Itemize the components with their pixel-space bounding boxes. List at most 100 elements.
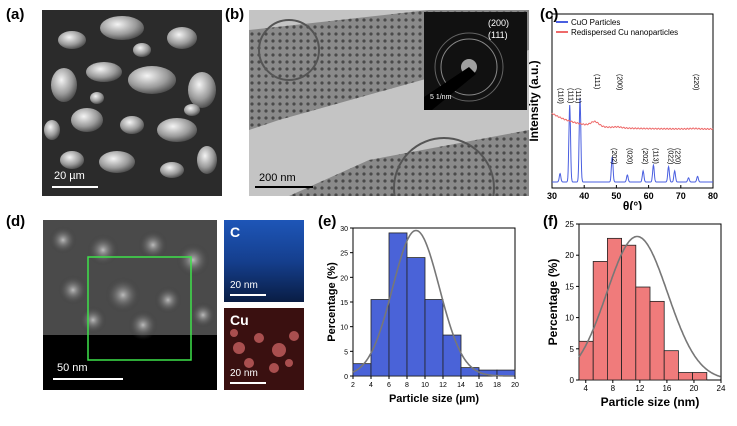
- peak-label-3: (202): [610, 148, 617, 164]
- peak-label-2: (111): [574, 88, 581, 103]
- y-axis-label: Percentage (%): [326, 262, 338, 342]
- sem-particles: [44, 16, 217, 178]
- peak-label-7: (022): [667, 148, 674, 164]
- y-tick-label-5: 5: [570, 345, 575, 354]
- eds-c-scale: 20 nm: [230, 280, 258, 291]
- eds-cu-scale: 20 nm: [230, 368, 258, 379]
- bar-3: [621, 244, 637, 381]
- bar-7: [677, 372, 693, 381]
- x-tick-label-4: 4: [584, 384, 589, 393]
- x-tick-label-12: 12: [635, 384, 644, 393]
- scale-bar-b: [255, 186, 313, 188]
- legend-label-0: CuO Particles: [571, 18, 620, 27]
- x-tick-label-18: 18: [493, 382, 501, 389]
- bar-8: [692, 372, 708, 381]
- haadf-image-panel-d: 50 nm: [43, 220, 217, 390]
- x-tick-label-2: 2: [351, 382, 355, 389]
- bar-1: [592, 261, 608, 381]
- panel-f-label: (f): [543, 213, 558, 230]
- x-tick-label-6: 6: [387, 382, 391, 389]
- y-axis-label: Intensity (a.u.): [527, 60, 541, 141]
- y-tick-label-25: 25: [340, 251, 348, 258]
- panel-d-label: (d): [6, 213, 26, 230]
- plot-frame: [551, 13, 714, 189]
- x-axis-label: θ(°): [623, 199, 642, 210]
- panel-b-label: (b): [225, 6, 245, 23]
- y-tick-label-15: 15: [565, 282, 574, 291]
- eds-cu-scale-bar: [230, 382, 266, 384]
- x-tick-label-8: 8: [405, 382, 409, 389]
- histogram-e: 2 4 6 8 10 12 14 16 18 20 0 5 10 15 20 25 30 Particle siz…: [326, 226, 519, 405]
- peak-label-10: (200): [616, 74, 623, 90]
- x-tick-label-80: 80: [708, 191, 718, 201]
- bar-3: [406, 257, 426, 377]
- x-tick-label-14: 14: [457, 382, 465, 389]
- y-tick-label-0: 0: [344, 374, 348, 381]
- peak-label-8: (220): [674, 148, 681, 164]
- peak-label-6: (113): [651, 148, 658, 164]
- peak-label-11: (220): [692, 74, 699, 90]
- x-tick-label-30: 30: [547, 191, 557, 201]
- fit-curve: [352, 229, 515, 377]
- y-tick-label-30: 30: [340, 226, 348, 233]
- panel-e-label: (e): [318, 213, 337, 230]
- x-tick-label-4: 4: [369, 382, 373, 389]
- bar-2: [388, 232, 408, 377]
- eds-c-scale-bar: [230, 294, 266, 296]
- x-tick-label-10: 10: [421, 382, 429, 389]
- bar-6: [663, 350, 679, 381]
- fit-curve: [578, 235, 721, 378]
- legend-label-1: Redispersed Cu nanoparticles: [571, 28, 678, 37]
- scale-text-b: 200 nm: [259, 172, 296, 184]
- y-tick-label-10: 10: [565, 314, 574, 323]
- scale-bar-a: [52, 186, 98, 188]
- saed-inset: (200) (111) 5 1/nm: [424, 12, 527, 110]
- x-tick-label-60: 60: [644, 191, 654, 201]
- x-tick-label-50: 50: [611, 191, 621, 201]
- series-line-0: [552, 97, 713, 183]
- peak-label-5: (202): [641, 148, 648, 164]
- eds-cu-texture: [230, 329, 299, 373]
- scale-bar-d: [53, 378, 123, 380]
- series-line-1: [551, 112, 714, 131]
- peak-label-1: (111): [567, 88, 574, 103]
- bar-0: [578, 340, 594, 381]
- panel-c-label: (c): [540, 6, 559, 23]
- y-tick-label-5: 5: [344, 349, 348, 356]
- peak-label-4: (020): [625, 148, 632, 164]
- eds-cu-label: Cu: [230, 312, 249, 328]
- y-tick-label-20: 20: [565, 251, 574, 260]
- x-tick-label-20: 20: [511, 382, 519, 389]
- y-tick-label-15: 15: [340, 300, 348, 307]
- inset-ring-label-111: (111): [488, 30, 508, 40]
- panel-a-label: (a): [6, 6, 25, 23]
- x-tick-label-12: 12: [439, 382, 447, 389]
- y-tick-label-10: 10: [340, 325, 348, 332]
- x-axis-label: Particle size (nm): [601, 395, 700, 409]
- x-tick-label-16: 16: [475, 382, 483, 389]
- x-tick-label-8: 8: [611, 384, 616, 393]
- eds-c-label: C: [230, 224, 241, 240]
- inset-scale-text: 5 1/nm: [430, 94, 452, 101]
- x-tick-label-24: 24: [717, 384, 726, 393]
- sem-image-panel-a: 20 µm: [42, 10, 222, 196]
- inset-ring-label-200: (200): [488, 18, 510, 28]
- scale-text-a: 20 µm: [54, 170, 85, 182]
- bar-6: [460, 367, 480, 377]
- scale-text-d: 50 nm: [57, 362, 88, 374]
- y-tick-label-0: 0: [570, 376, 575, 385]
- y-tick-label-20: 20: [340, 275, 348, 282]
- bar-4: [424, 299, 444, 377]
- eds-map-cu: Cu 20 nm: [224, 308, 304, 390]
- x-tick-label-40: 40: [579, 191, 589, 201]
- saed-rings: [424, 32, 504, 110]
- y-axis-label: Percentage (%): [546, 259, 560, 346]
- peak-label-0: (110): [556, 88, 563, 104]
- x-tick-label-20: 20: [689, 384, 698, 393]
- haadf-texture: [43, 220, 217, 361]
- x-tick-label-16: 16: [662, 384, 671, 393]
- bar-5: [442, 334, 462, 377]
- histogram-f: 4 8 12 16 20 24 0 5 10 15 20 25 Particle size (nm) Pe…: [546, 220, 726, 409]
- x-tick-label-70: 70: [676, 191, 686, 201]
